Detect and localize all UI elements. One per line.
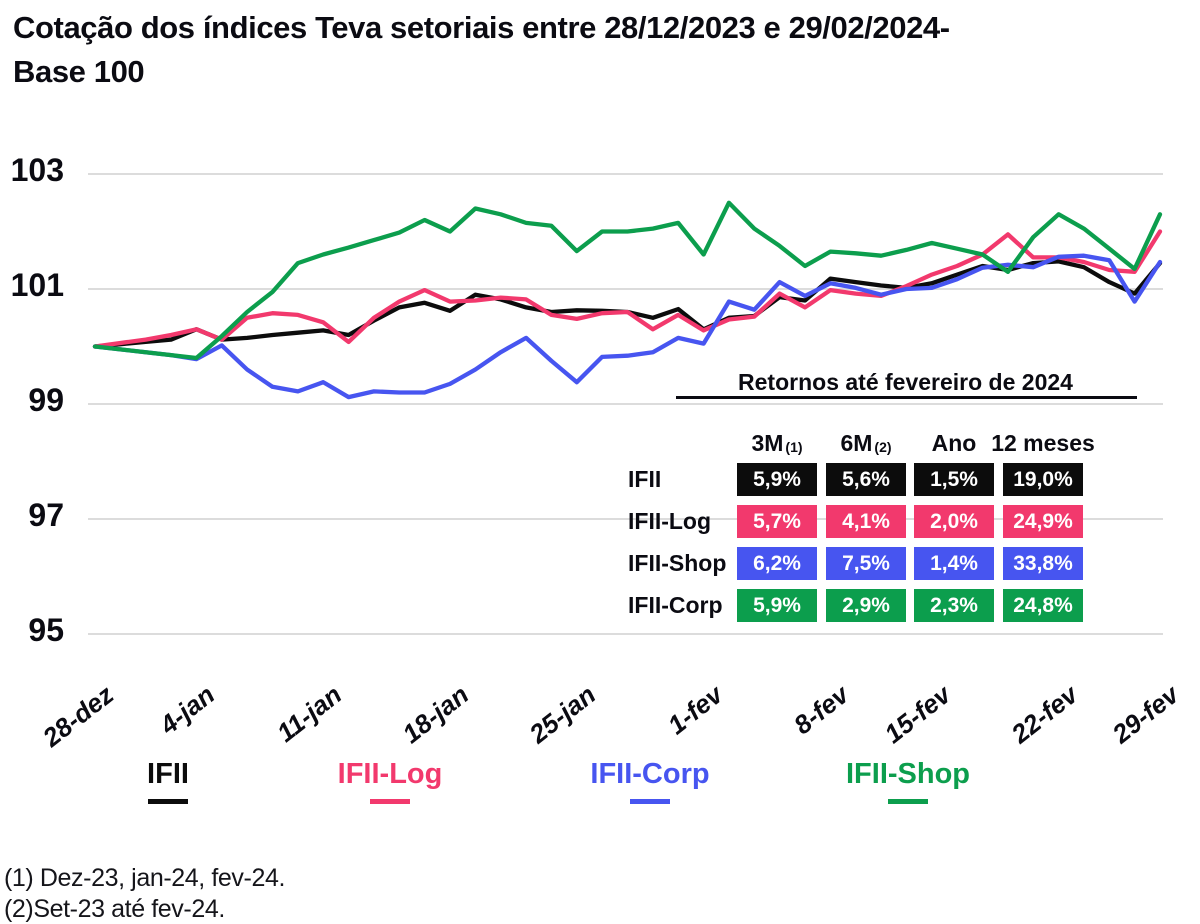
page-title-line2: Base 100	[13, 54, 145, 90]
returns-value-cell: 1,5%	[914, 463, 994, 496]
returns-value-cell: 24,8%	[1003, 589, 1083, 622]
returns-value-cell: 5,7%	[737, 505, 817, 538]
returns-row-label: IFII-Log	[628, 508, 712, 534]
returns-value-cell: 2,0%	[914, 505, 994, 538]
y-axis-tick-label: 99	[28, 382, 64, 418]
returns-col-header-label: Ano	[931, 430, 977, 457]
y-axis-tick-label: 95	[28, 612, 64, 648]
page-title: Cotação dos índices Teva setoriais entre…	[13, 6, 1188, 94]
returns-value-cell: 5,6%	[826, 463, 906, 496]
returns-table-underline	[676, 396, 1137, 399]
returns-col-header-label: 3M	[751, 430, 784, 457]
y-axis-tick-label: 103	[10, 152, 64, 188]
legend-label: IFII	[147, 758, 189, 790]
series-line-ifii-corp	[92, 253, 1163, 400]
returns-row-label: IFII-Corp	[628, 592, 723, 618]
returns-value-cell: 2,3%	[914, 589, 994, 622]
returns-value-cell: 19,0%	[1003, 463, 1083, 496]
returns-col-header: Ano	[899, 400, 1009, 456]
legend-item: IFII-Log	[330, 758, 450, 809]
returns-value-cell: 1,4%	[914, 547, 994, 580]
returns-value-cell: 24,9%	[1003, 505, 1083, 538]
legend-label: IFII-Log	[337, 758, 443, 790]
returns-value-cell: 4,1%	[826, 505, 906, 538]
returns-value-cell: 33,8%	[1003, 547, 1083, 580]
returns-row-label: IFII	[628, 466, 662, 492]
legend-item: IFII-Corp	[580, 758, 720, 809]
returns-col-header-footref: (2)	[874, 439, 892, 455]
returns-table-title: Retornos até fevereiro de 2024	[738, 369, 1073, 395]
returns-col-header-label: 6M	[840, 430, 873, 457]
returns-value-cell: 5,9%	[737, 463, 817, 496]
returns-value-cell: 5,9%	[737, 589, 817, 622]
returns-col-header: 3M (1)	[722, 400, 832, 456]
legend-line-swatch	[630, 799, 670, 804]
legend-line-swatch	[148, 799, 188, 804]
legend-line-swatch	[888, 799, 928, 804]
returns-col-header: 6M (2)	[811, 400, 921, 456]
returns-value-cell: 2,9%	[826, 589, 906, 622]
legend-item: IFII-Shop	[838, 758, 978, 809]
legend-label: IFII-Shop	[845, 758, 971, 790]
returns-value-cell: 6,2%	[737, 547, 817, 580]
returns-row-label: IFII-Shop	[628, 550, 727, 576]
returns-value-cell: 7,5%	[826, 547, 906, 580]
footnote-2: (2)Set-23 até fev-24.	[4, 895, 225, 923]
footnote-1: (1) Dez-23, jan-24, fev-24.	[4, 864, 285, 892]
returns-col-header: 12 meses	[988, 400, 1098, 456]
legend-label: IFII-Corp	[590, 758, 710, 790]
legend-line-swatch	[370, 799, 410, 804]
page-title-line1: Cotação dos índices Teva setoriais entre…	[13, 10, 950, 45]
returns-col-header-footref: (1)	[785, 439, 803, 455]
series-line-ifii-shop	[92, 200, 1163, 361]
y-axis-tick-label: 101	[10, 267, 64, 303]
legend-item: IFII	[128, 758, 208, 809]
y-axis-tick-label: 97	[28, 497, 64, 533]
returns-col-header-label: 12 meses	[991, 430, 1095, 457]
